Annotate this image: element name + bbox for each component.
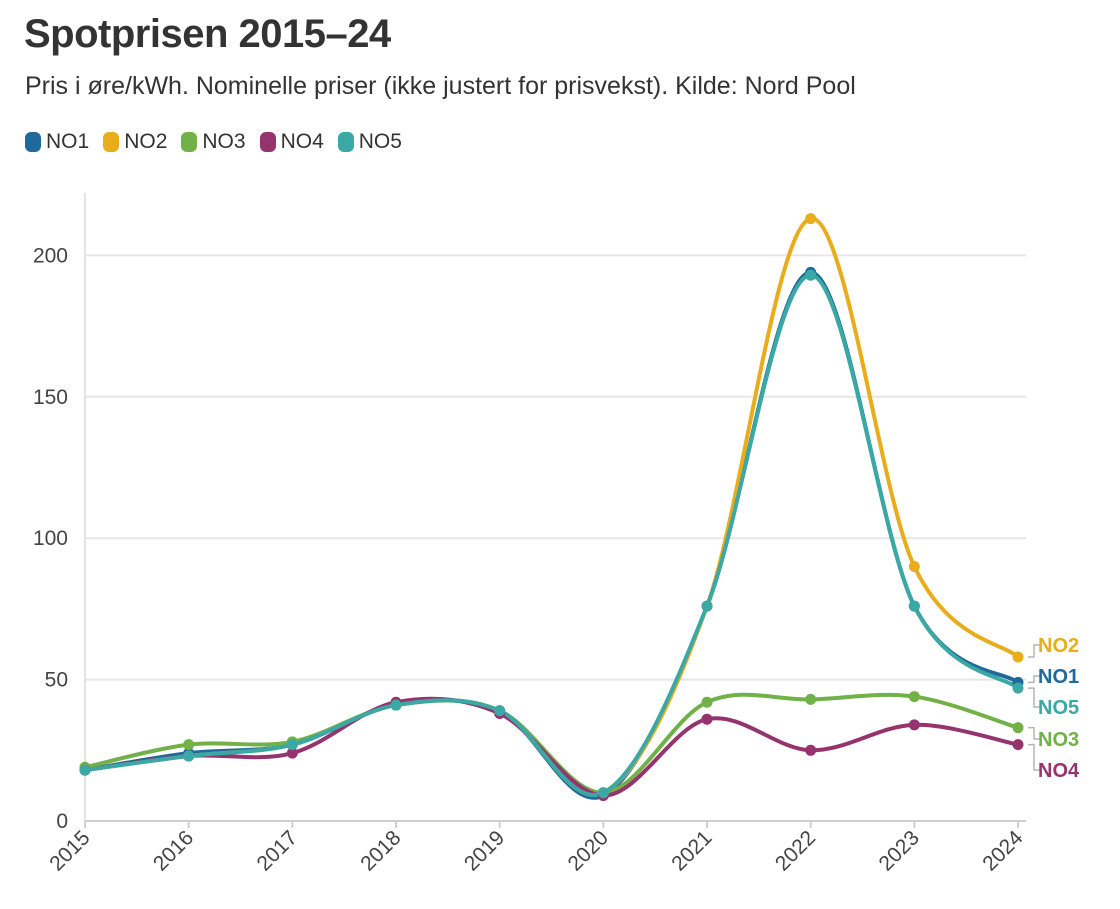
- end-label-connector-no4: [1028, 743, 1040, 771]
- legend-label-no2: NO2: [124, 130, 168, 153]
- end-label-no5: NO5: [1038, 697, 1079, 719]
- point-no3-2022: [805, 693, 817, 705]
- legend-label-no5: NO5: [358, 130, 402, 153]
- line-no5: [83, 273, 1020, 797]
- legend-label-no4: NO4: [280, 130, 324, 153]
- x-tick-label: 2020: [564, 826, 613, 875]
- point-no5-2017: [286, 739, 298, 751]
- point-no5-2022: [805, 269, 817, 281]
- point-no5-2021: [701, 600, 713, 612]
- point-no2-2023: [908, 560, 920, 572]
- legend-swatch-no3: [181, 132, 198, 152]
- x-tick-label: 2019: [460, 826, 509, 875]
- x-tick-label: 2021: [667, 826, 716, 875]
- legend-item-no1[interactable]: NO1: [25, 130, 89, 154]
- x-tick-label: 2023: [875, 826, 924, 875]
- x-tick-label: 2022: [771, 826, 820, 875]
- point-no4-2023: [908, 719, 920, 731]
- end-label-connector-no5: [1028, 687, 1040, 708]
- point-no5-2023: [908, 600, 920, 612]
- point-no5-2024: [1012, 682, 1024, 694]
- gridlines: [84, 193, 1026, 822]
- point-no5-2019: [494, 705, 506, 717]
- legend-item-no4[interactable]: NO4: [259, 130, 324, 154]
- legend-swatch-no5: [337, 132, 354, 152]
- x-tick-label: 2018: [356, 826, 405, 875]
- y-axis: 0 50 100 150 200: [33, 244, 68, 833]
- end-label-connector-no1: [1028, 675, 1040, 684]
- legend-label-no3: NO3: [202, 130, 246, 153]
- legend-item-no5[interactable]: NO5: [337, 130, 402, 154]
- point-no5-2016: [183, 750, 195, 762]
- point-no4-2024: [1012, 739, 1024, 751]
- legend-swatch-no4: [259, 132, 276, 152]
- legend: NO1 NO2 NO3 NO4 NO5: [25, 130, 402, 154]
- chart-title: Spotprisen 2015–24: [24, 12, 391, 56]
- line-no4: [83, 696, 1020, 798]
- y-tick-label: 0: [56, 810, 68, 833]
- chart-subtitle: Pris i øre/kWh. Nominelle priser (ikke j…: [25, 72, 856, 100]
- legend-item-no3[interactable]: NO3: [181, 130, 246, 154]
- y-tick-label: 150: [33, 386, 68, 409]
- end-label-connector-no3: [1028, 726, 1040, 740]
- point-no4-2022: [805, 744, 817, 756]
- line-no3: [83, 692, 1020, 795]
- point-no2-2024: [1012, 651, 1024, 663]
- point-no5-2018: [390, 699, 402, 711]
- point-no4-2021: [701, 713, 713, 725]
- point-no5-2015: [79, 764, 91, 776]
- line-no2: [83, 216, 1020, 797]
- legend-swatch-no1: [25, 132, 41, 152]
- end-label-no1: NO1: [1038, 666, 1079, 688]
- end-label-no3: NO3: [1038, 729, 1079, 751]
- point-no3-2016: [183, 739, 195, 751]
- end-label-no2: NO2: [1038, 635, 1079, 657]
- y-tick-label: 200: [33, 244, 68, 267]
- end-label-connector-no2: [1028, 644, 1040, 658]
- y-tick-label: 50: [45, 669, 68, 692]
- x-tick-label: 2024: [978, 826, 1028, 876]
- point-no3-2023: [908, 691, 920, 703]
- legend-item-no2[interactable]: NO2: [103, 130, 167, 154]
- end-label-no4: NO4: [1038, 760, 1080, 782]
- point-no5-2020: [597, 787, 609, 799]
- series-lines: [83, 216, 1020, 800]
- y-tick-label: 100: [33, 527, 68, 550]
- legend-swatch-no2: [103, 132, 120, 152]
- series-points: [79, 213, 1024, 802]
- x-tick-label: 2015: [45, 826, 94, 875]
- line-no1: [83, 270, 1020, 800]
- point-no2-2022: [805, 213, 817, 225]
- point-no3-2024: [1012, 722, 1024, 734]
- x-axis: 2015 2016 2017 2018 2019 2020 2021 2022 2023 2024: [45, 821, 1028, 876]
- x-tick-label: 2017: [253, 826, 302, 875]
- end-labels: NO2 NO1 NO5 NO3 NO4: [1028, 635, 1080, 782]
- point-no3-2021: [701, 696, 713, 708]
- legend-label-no1: NO1: [46, 130, 90, 153]
- x-tick-label: 2016: [149, 826, 198, 875]
- point-no4-2017: [286, 747, 298, 759]
